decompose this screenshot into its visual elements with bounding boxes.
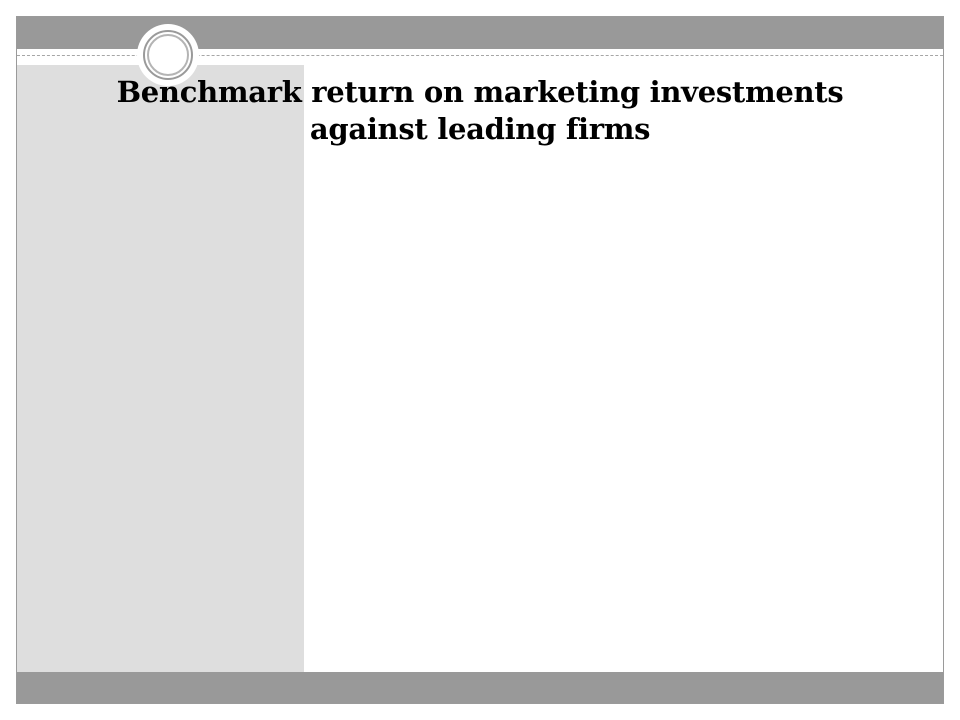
bottom-band bbox=[17, 672, 943, 703]
double-ring-circle-icon bbox=[137, 24, 199, 86]
slide-title: Benchmark return on marketing investment… bbox=[116, 75, 844, 146]
top-dashed-rule bbox=[17, 55, 943, 56]
ornament-inner-ring bbox=[147, 34, 189, 76]
left-side-panel bbox=[17, 65, 304, 672]
